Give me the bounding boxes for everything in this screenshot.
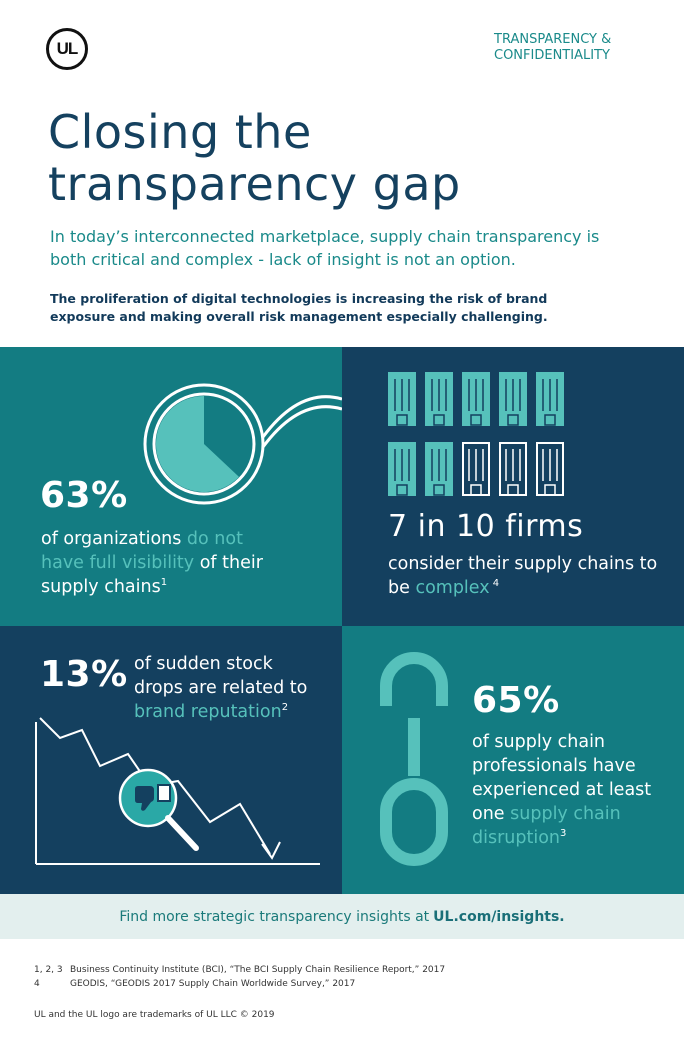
stock-panel: 13% of sudden stock drops are related to… xyxy=(0,626,342,894)
disruption-panel: 65% of supply chain professionals have e… xyxy=(342,626,684,894)
lede-text: In today’s interconnected marketplace, s… xyxy=(50,227,600,269)
visibility-value: 63% xyxy=(40,475,128,516)
building-icon-filled xyxy=(425,442,453,496)
building-icon-filled xyxy=(425,372,453,426)
building-icon-filled xyxy=(388,372,416,426)
visibility-highlight: do not have full visibility xyxy=(41,529,243,573)
buildings-icon xyxy=(388,372,564,496)
references: 1, 2, 3 Business Continuity Institute (BC… xyxy=(34,963,445,991)
disruption-text-a: of supply chain professionals have exper… xyxy=(472,732,652,824)
building-icon-outline xyxy=(462,442,490,496)
complex-panel: 7 in 10 firms consider their supply chai… xyxy=(342,347,684,626)
stock-value: 13% xyxy=(40,654,128,695)
complex-value: 7 in 10 firms xyxy=(388,509,584,544)
disruption-highlight: supply chain disruption xyxy=(472,804,621,848)
visibility-text-b: of their supply chains xyxy=(41,553,263,597)
disruption-ref: 3 xyxy=(560,828,567,840)
building-icon-filled xyxy=(388,442,416,496)
pie-slice xyxy=(156,396,239,492)
complex-highlight: complex xyxy=(415,578,490,598)
building-icon-filled xyxy=(462,372,490,426)
building-icon-outline xyxy=(499,442,527,496)
reference-row: 4 GEODIS, “GEODIS 2017 Supply Chain World… xyxy=(34,977,445,991)
reference-text: Business Continuity Institute (BCI), “Th… xyxy=(70,965,446,975)
visibility-text-a: of organizations xyxy=(41,529,187,549)
insights-link[interactable]: UL.com/insights. xyxy=(433,908,565,925)
stock-ref: 2 xyxy=(281,702,289,714)
stock-text-a: of sudden stock drops are related to xyxy=(134,654,308,698)
glasses-icon xyxy=(143,383,342,505)
building-icon-filled xyxy=(536,372,564,426)
stock-highlight: brand reputation xyxy=(134,702,282,722)
logo-text: UL xyxy=(56,39,79,58)
disruption-value: 65% xyxy=(472,680,560,721)
page-title: Closing the transparency gap xyxy=(48,106,608,210)
cta-text: Find more strategic transparency insight… xyxy=(119,908,430,925)
reference-num: 1, 2, 3 xyxy=(34,965,63,975)
reference-num: 4 xyxy=(34,979,40,989)
building-icon-outline xyxy=(536,442,564,496)
building-icon-filled xyxy=(499,372,527,426)
stock-desc: of sudden stock drops are related to bra… xyxy=(134,652,324,724)
reference-row: 1, 2, 3 Business Continuity Institute (BC… xyxy=(34,963,445,977)
disruption-desc: of supply chain professionals have exper… xyxy=(472,730,672,850)
visibility-ref: 1 xyxy=(160,577,168,589)
category-label: TRANSPARENCY & CONFIDENTIALITY xyxy=(494,32,612,63)
complex-text-a: consider their supply chains to be xyxy=(388,554,658,598)
complex-ref: 4 xyxy=(489,578,500,590)
title-line-1: Closing the xyxy=(48,105,312,159)
reference-text: GEODIS, “GEODIS 2017 Supply Chain Worldw… xyxy=(70,979,356,989)
intro-text: The proliferation of digital technologie… xyxy=(50,291,548,324)
stock-drop-chart-icon xyxy=(35,717,320,865)
complex-desc: consider their supply chains to be compl… xyxy=(388,552,658,600)
trademark-notice: UL and the UL logo are trademarks of UL … xyxy=(34,1010,275,1020)
visibility-desc: of organizations do not have full visibi… xyxy=(41,527,291,599)
visibility-panel: 63% of organizations do not have full vi… xyxy=(0,347,342,626)
ul-logo: UL xyxy=(46,28,88,70)
title-line-2: transparency gap xyxy=(48,157,461,211)
broken-chain-icon xyxy=(380,652,448,866)
cta-band: Find more strategic transparency insight… xyxy=(0,894,684,939)
